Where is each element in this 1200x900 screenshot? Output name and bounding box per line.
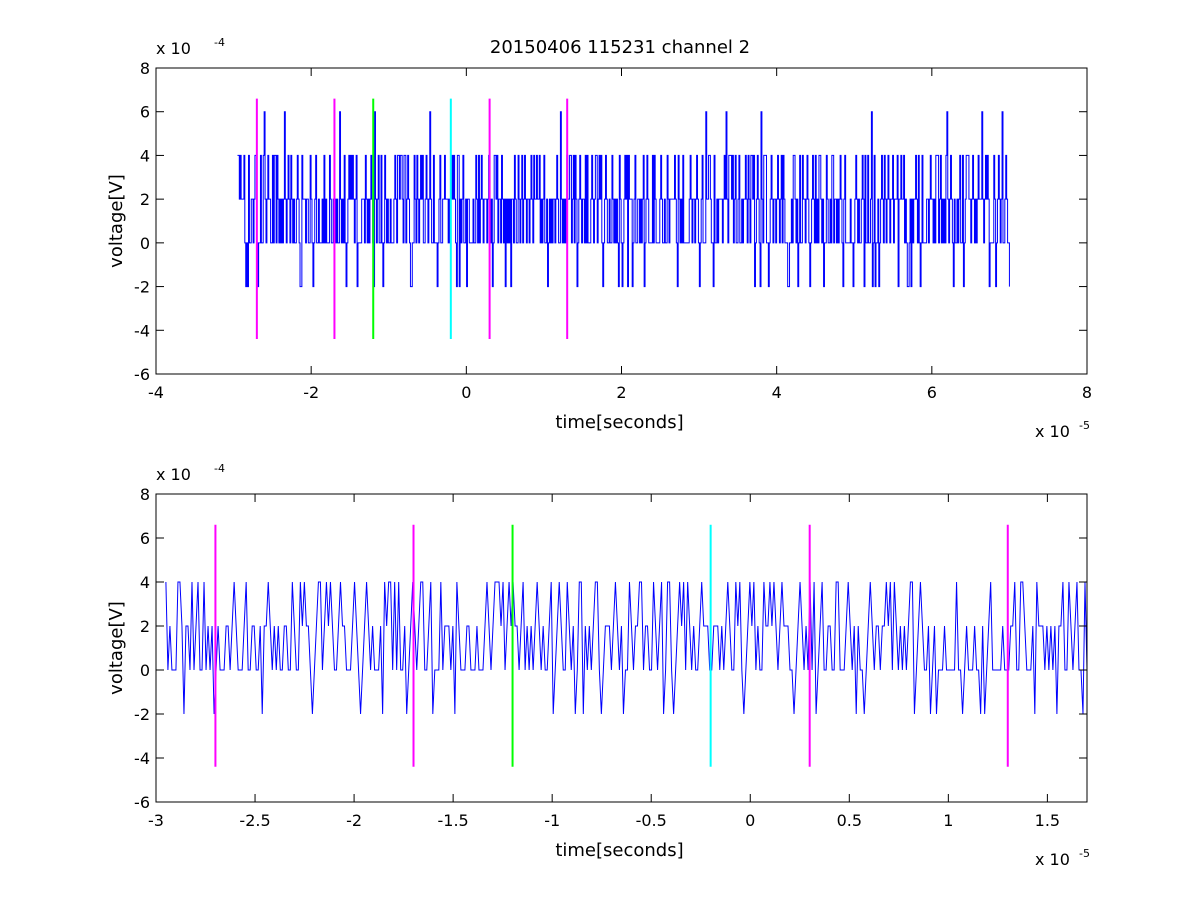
voltage-series [165, 581, 1087, 715]
y-axis-label: voltage[V] [106, 601, 127, 695]
x-tick-label: 0 [745, 811, 755, 830]
x-tick-label: 1.5 [1035, 811, 1060, 830]
y-tick-label: 0 [140, 661, 150, 680]
y-tick-label: 2 [140, 617, 150, 636]
plot-area [165, 524, 1087, 767]
x-tick-label: 8 [1082, 383, 1092, 402]
x-tick-label: -3 [148, 811, 164, 830]
y-tick-label: -4 [134, 749, 150, 768]
x-tick-label: -4 [148, 383, 164, 402]
plot-area [237, 98, 1010, 340]
y-exponent: -4 [214, 462, 225, 475]
y-tick-label: 8 [140, 59, 150, 78]
y-tick-label: 0 [140, 234, 150, 253]
y-axis-label: voltage[V] [106, 174, 127, 268]
y-tick-label: -2 [134, 278, 150, 297]
x-tick-label: 0.5 [837, 811, 862, 830]
top-axes: -4 -2 0 2 4 6 8-6-4-202468time[seconds]voltage… [106, 36, 1092, 441]
y-exponent-label: x 10 [156, 465, 191, 484]
y-tick-label: 4 [140, 573, 150, 592]
x-tick-label: -0.5 [636, 811, 667, 830]
x-exponent: -5 [1079, 419, 1090, 432]
x-tick-label: -1.5 [438, 811, 469, 830]
y-tick-label: 6 [140, 529, 150, 548]
voltage-series [237, 111, 1010, 288]
x-exponent-label: x 10 [1035, 422, 1070, 441]
x-axis-label: time[seconds] [555, 412, 683, 433]
y-exponent-label: x 10 [156, 39, 191, 58]
chart-title: 20150406 115231 channel 2 [490, 37, 750, 58]
x-tick-label: -2 [303, 383, 319, 402]
x-tick-label: 1 [943, 811, 953, 830]
x-tick-label: 6 [927, 383, 937, 402]
x-exponent: -5 [1079, 847, 1090, 860]
y-tick-label: -6 [134, 793, 150, 812]
x-tick-label: -2 [346, 811, 362, 830]
y-tick-label: 8 [140, 485, 150, 504]
y-tick-label: -6 [134, 365, 150, 384]
y-tick-label: -2 [134, 705, 150, 724]
x-tick-label: -1 [544, 811, 560, 830]
y-tick-label: -4 [134, 321, 150, 340]
x-tick-label: 2 [616, 383, 626, 402]
x-tick-label: 0 [461, 383, 471, 402]
x-tick-label: -2.5 [239, 811, 270, 830]
y-tick-label: 2 [140, 190, 150, 209]
x-axis-label: time[seconds] [555, 840, 683, 861]
bottom-axes: -3 -2.5 -2 -1.5 -1 -0.5 0 0.5 1 1.5 -6 -4 -2 0 2 4 6 8 tim… [106, 462, 1090, 869]
y-exponent: -4 [214, 36, 225, 49]
axes-frame [155, 493, 1088, 803]
y-tick-label: 4 [140, 146, 150, 165]
x-tick-label: 4 [772, 383, 782, 402]
y-tick-label: 6 [140, 103, 150, 122]
x-exponent-label: x 10 [1035, 850, 1070, 869]
